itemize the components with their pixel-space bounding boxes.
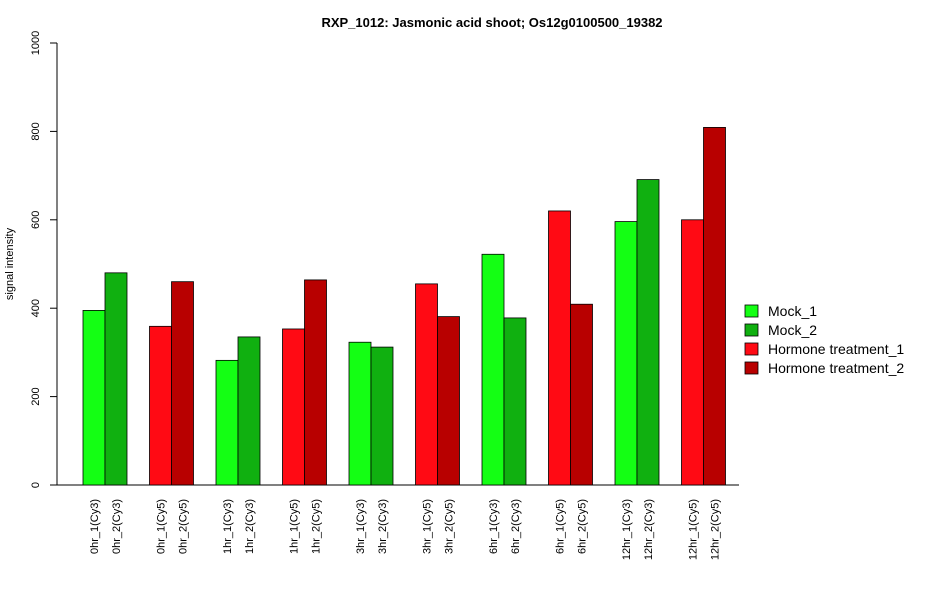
category-label: 0hr_1(Cy3) — [89, 499, 101, 554]
bar — [149, 325, 172, 486]
bar — [415, 283, 438, 486]
y-axis-label: signal intensity — [4, 227, 16, 300]
y-axis: 0 200 400 600 800 1000 — [30, 31, 58, 488]
y-tick-label: 600 — [30, 211, 42, 229]
bar — [282, 328, 305, 486]
category-label: 3hr_1(Cy3) — [355, 499, 367, 554]
category-label: 12hr_1(Cy3) — [621, 499, 633, 560]
category-label: 3hr_1(Cy5) — [422, 499, 434, 554]
category-label: 6hr_2(Cy3) — [510, 499, 522, 554]
legend-swatch — [744, 342, 759, 356]
category-label: 3hr_2(Cy3) — [377, 499, 389, 554]
y-tick-label: 800 — [30, 122, 42, 140]
bar — [304, 279, 327, 486]
y-tick-label: 1000 — [30, 31, 42, 55]
legend-swatch — [744, 361, 759, 375]
legend-label: Hormone treatment_1 — [768, 341, 904, 357]
category-label: 0hr_2(Cy5) — [178, 499, 190, 554]
bar — [437, 316, 460, 486]
category-labels: 0hr_1(Cy3) 0hr_2(Cy3) 0hr_1(Cy5) 0hr_2(Cy5)… — [89, 499, 722, 560]
legend-label: Hormone treatment_2 — [768, 360, 904, 376]
category-label: 12hr_2(Cy3) — [643, 499, 655, 560]
legend-swatch — [744, 304, 759, 318]
y-tick-label: 0 — [30, 482, 42, 488]
bar — [237, 336, 261, 486]
category-label: 6hr_1(Cy5) — [555, 499, 567, 554]
category-label: 1hr_2(Cy3) — [244, 499, 256, 554]
y-tick-label: 400 — [30, 299, 42, 317]
bar — [215, 359, 239, 486]
category-label: 6hr_1(Cy3) — [488, 499, 500, 554]
legend-swatch — [744, 323, 759, 337]
category-label: 1hr_1(Cy5) — [289, 499, 301, 554]
bar — [348, 341, 372, 486]
y-tick-label: 200 — [30, 387, 42, 405]
category-label: 12hr_2(Cy5) — [710, 499, 722, 560]
legend-label: Mock_2 — [768, 322, 817, 338]
bar — [104, 272, 128, 486]
bar — [481, 253, 505, 486]
category-label: 12hr_1(Cy5) — [688, 499, 700, 560]
bar — [82, 310, 106, 486]
bar — [681, 219, 704, 486]
category-label: 1hr_2(Cy5) — [311, 499, 323, 554]
chart-title: RXP_1012: Jasmonic acid shoot; Os12g0100… — [321, 15, 662, 30]
category-label: 0hr_1(Cy5) — [156, 499, 168, 554]
bar — [171, 281, 194, 486]
category-label: 6hr_2(Cy5) — [577, 499, 589, 554]
bar — [614, 221, 638, 486]
bar — [370, 346, 394, 486]
category-label: 3hr_2(Cy5) — [444, 499, 456, 554]
bar — [636, 179, 660, 486]
bar — [503, 317, 527, 486]
bar — [703, 127, 726, 486]
bar — [570, 303, 593, 486]
category-label: 1hr_1(Cy3) — [222, 499, 234, 554]
category-label: 0hr_2(Cy3) — [111, 499, 123, 554]
legend: Mock_1 Mock_2 Hormone treatment_1 Hormone t… — [744, 303, 904, 376]
bars-group — [82, 127, 726, 486]
bar — [548, 210, 571, 486]
legend-label: Mock_1 — [768, 303, 817, 319]
